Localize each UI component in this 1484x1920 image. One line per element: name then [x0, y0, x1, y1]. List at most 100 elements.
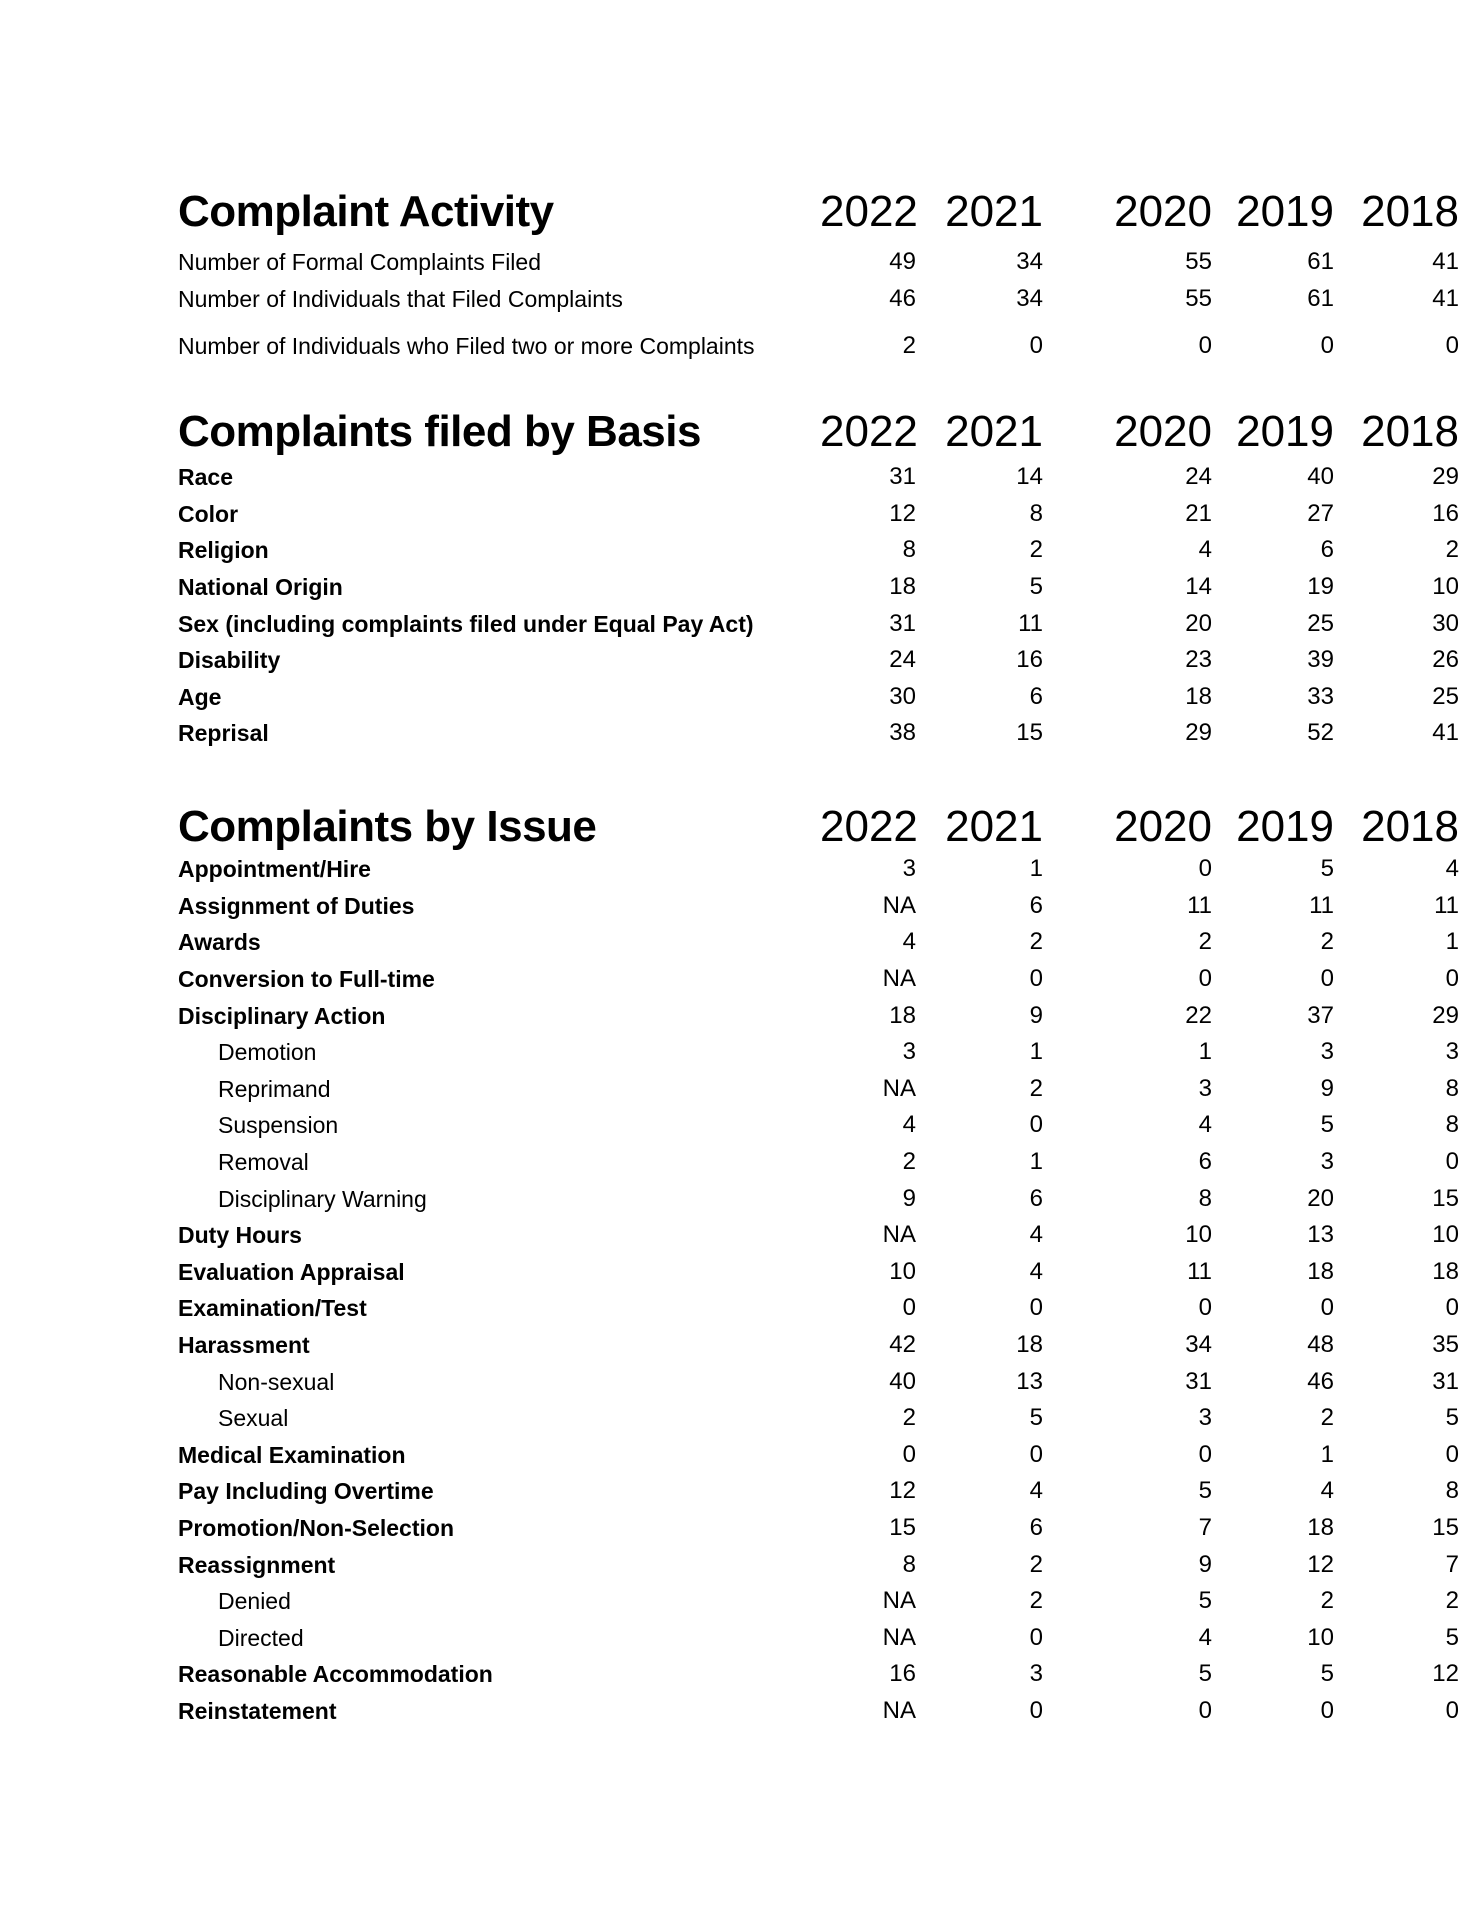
cell-value: 1	[1320, 1440, 1334, 1468]
table-row: Disability 24 16 23 39 26	[178, 642, 1459, 679]
table-row: Non-sexual 40 13 31 46 31	[178, 1363, 1459, 1400]
row-label: Religion	[178, 537, 269, 564]
cell-value: 0	[902, 1440, 916, 1468]
cell-value: 2	[1320, 928, 1334, 956]
table-row: Color 12 8 21 27 16	[178, 496, 1459, 533]
cell-value: 18	[889, 573, 916, 601]
cell-value: 2	[1198, 928, 1212, 956]
row-label: Denied	[218, 1588, 291, 1615]
section-title: Complaints by Issue	[178, 802, 597, 851]
cell-value: 9	[1029, 1001, 1043, 1029]
cell-value: NA	[882, 1623, 916, 1651]
cell-value: 2	[1445, 1587, 1459, 1615]
cell-value: 34	[1185, 1331, 1212, 1359]
row-label: Disciplinary Action	[178, 1002, 386, 1029]
cell-value: 0	[1198, 965, 1212, 993]
year-header-2021: 2021	[945, 187, 1043, 236]
cell-value: 3	[1445, 1038, 1459, 1066]
cell-value: 0	[1198, 332, 1212, 360]
cell-value: 0	[1029, 1294, 1043, 1322]
cell-value: 6	[1029, 1513, 1043, 1541]
cell-value: 2	[1029, 1550, 1043, 1578]
row-label: Duty Hours	[178, 1222, 302, 1249]
row-label: Promotion/Non-Selection	[178, 1514, 454, 1541]
cell-value: 13	[1307, 1221, 1334, 1249]
cell-value: NA	[882, 1587, 916, 1615]
year-header-2019: 2019	[1236, 802, 1334, 851]
cell-value: 2	[902, 1404, 916, 1432]
year-header-2022: 2022	[820, 187, 918, 236]
cell-value: 18	[1185, 682, 1212, 710]
table-row: Denied NA 2 5 2 2	[178, 1583, 1459, 1620]
cell-value: 3	[1029, 1660, 1043, 1688]
cell-value: 5	[1320, 855, 1334, 883]
cell-value: 25	[1432, 682, 1459, 710]
year-header-2020: 2020	[1114, 407, 1212, 456]
cell-value: 29	[1432, 1001, 1459, 1029]
cell-value: 5	[1198, 1660, 1212, 1688]
cell-value: 0	[1445, 1696, 1459, 1724]
cell-value: 15	[1432, 1184, 1459, 1212]
table-row: Demotion 3 1 1 3 3	[178, 1034, 1459, 1071]
cell-value: 49	[889, 248, 916, 276]
cell-value: 4	[1198, 1111, 1212, 1139]
cell-value: 0	[1029, 1111, 1043, 1139]
table-row: Disciplinary Action 18 9 22 37 29	[178, 997, 1459, 1034]
row-label: Pay Including Overtime	[178, 1478, 434, 1505]
cell-value: 23	[1185, 646, 1212, 674]
cell-value: 5	[1198, 1477, 1212, 1505]
cell-value: 10	[1432, 573, 1459, 601]
cell-value: 3	[1320, 1038, 1334, 1066]
year-header-2019: 2019	[1236, 187, 1334, 236]
cell-value: 31	[889, 463, 916, 491]
cell-value: NA	[882, 1221, 916, 1249]
cell-value: 5	[1320, 1660, 1334, 1688]
cell-value: 8	[1029, 499, 1043, 527]
cell-value: 27	[1307, 499, 1334, 527]
cell-value: 24	[889, 646, 916, 674]
cell-value: 2	[1320, 1587, 1334, 1615]
table-row: Sexual 2 5 3 2 5	[178, 1400, 1459, 1437]
cell-value: 34	[1016, 284, 1043, 312]
row-label: Awards	[178, 929, 261, 956]
cell-value: 29	[1185, 719, 1212, 747]
cell-value: 0	[1198, 1440, 1212, 1468]
cell-value: 18	[1016, 1331, 1043, 1359]
row-label: Conversion to Full-time	[178, 966, 435, 993]
cell-value: 46	[889, 284, 916, 312]
cell-value: 30	[1432, 609, 1459, 637]
cell-value: 0	[1320, 965, 1334, 993]
table-row: Number of Individuals who Filed two or m…	[178, 328, 1459, 365]
cell-value: 46	[1307, 1367, 1334, 1395]
cell-value: 0	[1029, 332, 1043, 360]
cell-value: 2	[1029, 1074, 1043, 1102]
cell-value: 4	[902, 1111, 916, 1139]
table-row: Removal 2 1 6 3 0	[178, 1144, 1459, 1181]
cell-value: 3	[902, 1038, 916, 1066]
cell-value: 31	[1432, 1367, 1459, 1395]
year-header-2020: 2020	[1114, 187, 1212, 236]
cell-value: 19	[1307, 573, 1334, 601]
year-header-2018: 2018	[1361, 187, 1459, 236]
row-label: Appointment/Hire	[178, 856, 371, 883]
row-label: Number of Individuals who Filed two or m…	[178, 333, 755, 360]
row-label: Reassignment	[178, 1551, 336, 1578]
table-row: Disciplinary Warning 9 6 8 20 15	[178, 1180, 1459, 1217]
cell-value: 10	[1432, 1221, 1459, 1249]
cell-value: 40	[1307, 463, 1334, 491]
cell-value: 9	[902, 1184, 916, 1212]
cell-value: 41	[1432, 284, 1459, 312]
cell-value: 3	[1198, 1074, 1212, 1102]
table-row: Sex (including complaints filed under Eq…	[178, 605, 1459, 642]
cell-value: 11	[1187, 891, 1212, 919]
cell-value: 8	[1445, 1074, 1459, 1102]
cell-value: 5	[1029, 573, 1043, 601]
row-label: Sex (including complaints filed under Eq…	[178, 610, 754, 637]
table-row: Pay Including Overtime 12 4 5 4 8	[178, 1473, 1459, 1510]
section-heading-complaint-activity: Complaint Activity 2022 2021 2020 2019 2…	[178, 184, 1459, 240]
cell-value: 10	[1185, 1221, 1212, 1249]
cell-value: 5	[1198, 1587, 1212, 1615]
cell-value: NA	[882, 1074, 916, 1102]
cell-value: 10	[1307, 1623, 1334, 1651]
row-label: National Origin	[178, 574, 343, 601]
